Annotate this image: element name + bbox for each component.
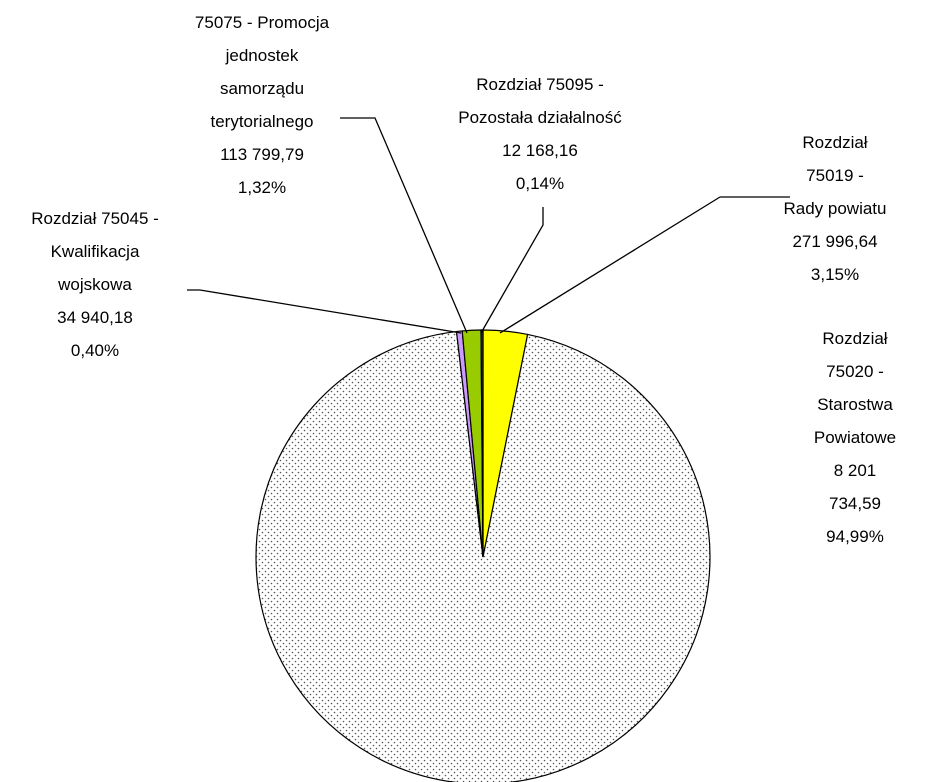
slice-label: Rozdział 75019 - Rady powiatu 271 996,64 3… [777, 126, 894, 291]
slice-value: 34 940,18 [57, 308, 133, 327]
slice-value: 8 201 734,59 [829, 461, 881, 513]
slice-name: Rozdział 75019 - Rady powiatu [783, 133, 887, 218]
slice-label: 75075 - Promocja jednostek samorządu ter… [195, 6, 329, 204]
slice-value: 12 168,16 [502, 141, 578, 160]
leader-line [187, 289, 462, 334]
slice-name: Rozdział 75045 - Kwalifikacja wojskowa [31, 209, 159, 294]
slice-percent: 0,40% [70, 341, 120, 360]
slice-percent: 3,15% [810, 265, 860, 284]
slice-percent: 0,14% [515, 174, 565, 193]
slice-name: Rozdział 75020 - Starostwa Powiatowe [813, 329, 897, 447]
slice-label: Rozdział 75020 - Starostwa Powiatowe 8 20… [807, 322, 904, 553]
leader-line [499, 196, 721, 334]
slice-percent: 94,99% [826, 527, 884, 546]
slice-label: Rozdział 75045 - Kwalifikacja wojskowa 34… [31, 202, 159, 367]
leader-line [340, 117, 468, 334]
leader-line [480, 207, 544, 334]
pie-slice [255, 330, 711, 782]
slice-value: 113 799,79 [220, 145, 304, 164]
slice-name: 75075 - Promocja jednostek samorządu ter… [194, 13, 330, 131]
slice-label: Rozdział 75095 - Pozostała działalność 12… [458, 68, 621, 200]
slice-name: Rozdział 75095 - Pozostała działalność [458, 75, 622, 127]
slice-value: 271 996,64 [792, 232, 878, 251]
slice-percent: 1,32% [237, 178, 287, 197]
